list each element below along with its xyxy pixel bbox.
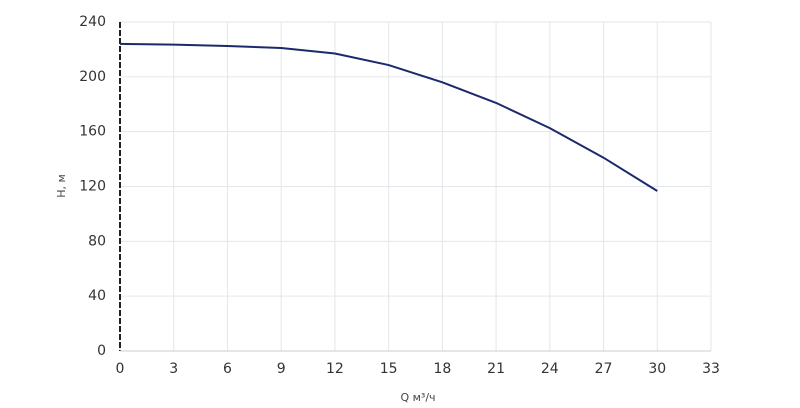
y-tick-label: 160: [79, 124, 106, 140]
x-tick-label: 0: [116, 361, 125, 377]
y-tick-label: 0: [97, 343, 106, 359]
x-tick-label: 3: [169, 361, 178, 377]
x-tick-label: 12: [326, 361, 344, 377]
y-tick-label: 120: [79, 179, 106, 195]
x-tick-label: 27: [595, 361, 613, 377]
x-tick-label: 21: [487, 361, 505, 377]
y-tick-label: 40: [88, 288, 106, 304]
y-axis-title: H, м: [55, 174, 68, 198]
x-tick-label: 6: [223, 361, 232, 377]
x-tick-label: 9: [277, 361, 286, 377]
x-tick-label: 30: [648, 361, 666, 377]
x-tick-label: 33: [702, 361, 720, 377]
x-tick-label: 15: [380, 361, 398, 377]
x-axis-title: Q м³/ч: [400, 391, 435, 404]
y-tick-label: 80: [88, 233, 106, 249]
line-series: [119, 42, 658, 192]
x-tick-label: 24: [541, 361, 559, 377]
x-tick-label: 18: [433, 361, 451, 377]
y-tick-label: 240: [79, 14, 106, 30]
y-tick-label: 200: [79, 69, 106, 85]
